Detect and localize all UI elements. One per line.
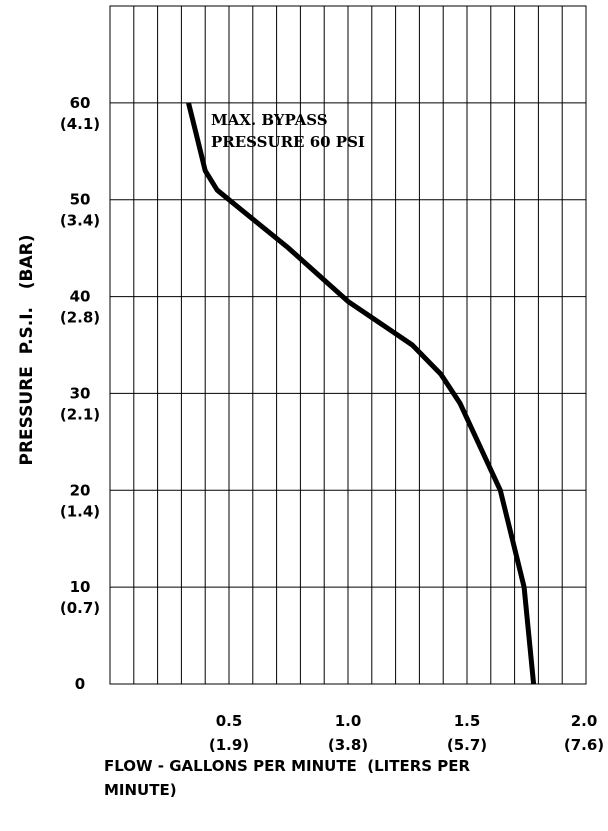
x-tick-label: 1.5 — [454, 712, 481, 730]
x-axis-label-line-2: MINUTE) — [104, 781, 177, 799]
annotation-line-2: PRESSURE 60 PSI — [211, 133, 365, 151]
y-tick-sublabel: (3.4) — [60, 212, 100, 230]
grid-major-lines — [109, 5, 587, 685]
annotation-line-1: MAX. BYPASS — [211, 111, 328, 129]
series-line — [186, 102, 537, 685]
x-tick-label: 1.0 — [335, 712, 362, 730]
x-tick-sublabel: (3.8) — [328, 736, 368, 754]
y-tick-label: 0 — [75, 675, 85, 693]
x-tick-sublabel: (7.6) — [564, 736, 604, 754]
y-tick-sublabel: (1.4) — [60, 502, 100, 520]
y-tick-label: 10 — [70, 578, 91, 596]
x-tick-label: 0.5 — [216, 712, 243, 730]
y-tick-sublabel: (2.1) — [60, 405, 100, 423]
y-axis-label: PRESSURE P.S.I. (BAR) — [17, 234, 37, 465]
x-tick-labels: 0.5 (1.9) 1.0 (3.8) 1.5 (5.7) 2.0 (7.6) — [209, 712, 604, 754]
x-tick-label: 2.0 — [571, 712, 598, 730]
y-tick-label: 60 — [70, 94, 91, 112]
grid-minor-lines — [109, 6, 587, 684]
y-tick-sublabel: (0.7) — [60, 599, 100, 617]
plot-frame — [109, 5, 587, 685]
x-tick-sublabel: (5.7) — [447, 736, 487, 754]
y-tick-sublabel: (4.1) — [60, 115, 100, 133]
x-axis-label-line-1: FLOW - GALLONS PER MINUTE (LITERS PER — [104, 757, 471, 775]
y-tick-sublabel: (2.8) — [60, 309, 100, 327]
y-tick-label: 40 — [70, 288, 91, 306]
y-tick-label: 20 — [70, 481, 91, 499]
y-tick-label: 30 — [70, 384, 91, 402]
y-tick-label: 50 — [70, 191, 91, 209]
x-tick-sublabel: (1.9) — [209, 736, 249, 754]
annotation-max-bypass: MAX. BYPASS PRESSURE 60 PSI — [211, 111, 365, 151]
y-tick-labels: 0 10 (0.7) 20 (1.4) 30 (2.1) 40 (2.8) 50 (3.4) 60 (4… — [60, 94, 100, 693]
